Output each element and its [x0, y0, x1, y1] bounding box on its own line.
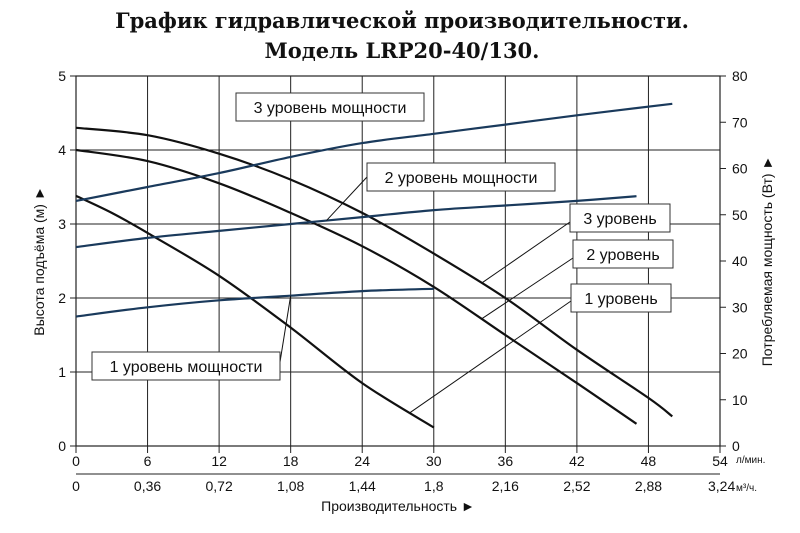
- x2-tick-label: 2,16: [492, 478, 519, 494]
- x-tick-label: 18: [283, 453, 299, 469]
- x-axis-label: Производительность ►: [321, 498, 475, 514]
- y-right-tick-label: 40: [732, 253, 748, 269]
- y-right-tick-label: 30: [732, 299, 748, 315]
- y-axis-left-label: Высота подъёма (м) ►: [31, 186, 47, 335]
- y-right-tick-label: 80: [732, 68, 748, 84]
- series-line-head-2: [75, 148, 638, 425]
- legend-label: 3 уровень: [583, 211, 656, 228]
- legend-label: 3 уровень мощности: [254, 100, 407, 117]
- axes: 0 6 12 18 24 30 36 42 48 540 0,36 0,72 1,08 1,44 1,8 2,…: [58, 68, 748, 494]
- x2-tick-label: 2,52: [563, 478, 590, 494]
- callout-leader: [279, 295, 292, 363]
- x-tick-label: 12: [211, 453, 227, 469]
- x-axis-secondary-last-tick: 3,24: [708, 478, 735, 494]
- y-left-tick-label: 0: [58, 438, 66, 454]
- x-tick-label: 6: [144, 453, 152, 469]
- x2-tick-label: 1,8: [424, 478, 444, 494]
- x2-tick-label: 1,08: [277, 478, 304, 494]
- x-tick-label: 24: [354, 453, 370, 469]
- series-line-power-4: [75, 102, 673, 202]
- x-tick-label: 0: [72, 453, 80, 469]
- x-tick-label: 42: [569, 453, 585, 469]
- curves: [75, 102, 673, 429]
- x-tick-label: 36: [498, 453, 514, 469]
- x2-tick-label: 0,72: [205, 478, 232, 494]
- y-left-tick-label: 1: [58, 364, 66, 380]
- callout-box: [366, 162, 556, 192]
- callout-box: [235, 92, 425, 122]
- legend-label: 1 уровень мощности: [110, 359, 263, 376]
- x-axis-unit-primary: л/мин.: [736, 455, 765, 466]
- callouts: 3 уровень 2 уровень 1 уровень 3 уровень мощ…: [91, 92, 674, 414]
- y-left-tick-label: 2: [58, 290, 66, 306]
- x2-tick-label: 1,44: [349, 478, 376, 494]
- callout-box: [572, 239, 674, 269]
- x-tick-label: 30: [426, 453, 442, 469]
- x-tick-label: 54: [712, 453, 728, 469]
- callout-box: [91, 351, 281, 381]
- y-right-tick-label: 70: [732, 114, 748, 130]
- callout-leader: [326, 176, 368, 221]
- series-line-power-6: [75, 287, 434, 318]
- legend-label: 2 уровень: [586, 247, 659, 264]
- callout-leader: [409, 300, 572, 414]
- chart-title-line2: Модель LRP20-40/130.: [265, 38, 540, 63]
- y-left-tick-label: 3: [58, 216, 66, 232]
- x2-tick-label: 0: [72, 478, 80, 494]
- y-left-tick-label: 5: [58, 68, 66, 84]
- series-line-head-1: [75, 126, 673, 418]
- series-line-head-3: [75, 194, 435, 429]
- x-axis-unit-secondary: м³/ч.: [736, 483, 757, 494]
- y-axis-right-label: Потребляемая мощность (Вт) ►: [759, 156, 775, 367]
- y-left-tick-label: 4: [58, 142, 66, 158]
- y-right-tick-label: 60: [732, 161, 748, 177]
- x2-tick-label: 2,88: [635, 478, 662, 494]
- y-right-tick-label: 0: [732, 438, 740, 454]
- y-right-tick-label: 20: [732, 346, 748, 362]
- callout-leader: [481, 257, 574, 320]
- legend-label: 2 уровень мощности: [385, 170, 538, 187]
- series-line-power-5: [75, 195, 637, 249]
- callout-box: [569, 203, 671, 233]
- x-tick-label: 48: [641, 453, 657, 469]
- x2-tick-label: 0,36: [134, 478, 161, 494]
- y-right-tick-label: 10: [732, 392, 748, 408]
- chart-title-line1: График гидравлической производительности…: [115, 8, 689, 33]
- callout-box: [570, 283, 672, 313]
- legend-label: 1 уровень: [584, 291, 657, 308]
- y-right-tick-label: 50: [732, 207, 748, 223]
- callout-leader: [481, 221, 571, 284]
